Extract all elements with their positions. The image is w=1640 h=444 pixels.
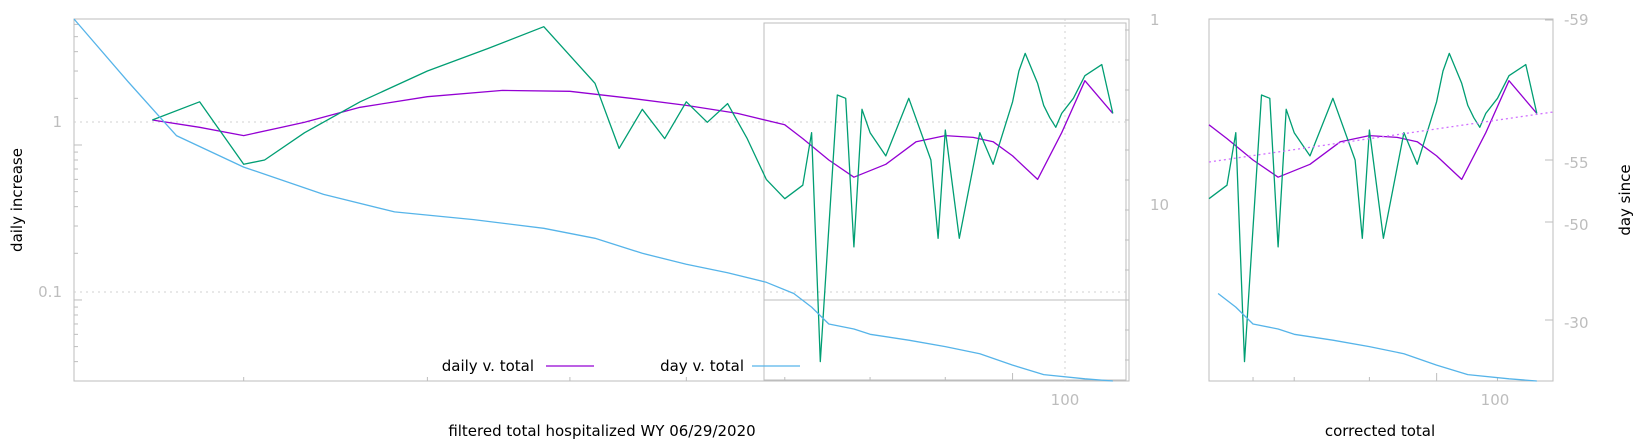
inset-frame (764, 23, 1126, 380)
series-line-daily-v-total (152, 81, 1113, 180)
y-axis-label: daily increase (8, 148, 26, 252)
x-tick-label-100: 100 (1051, 391, 1080, 409)
right-y-axis-label: day since (1616, 164, 1634, 235)
y-tick-label-1: 1 (52, 113, 62, 131)
y-tick-label-0.1: 0.1 (38, 283, 62, 301)
series-lines (74, 19, 1553, 381)
main-plot-frame (74, 19, 1129, 381)
right-line-daily-v-total (1209, 81, 1537, 180)
right-y-tick-label-30: -30 (1564, 314, 1589, 332)
right-y-tick-label-50: -50 (1564, 216, 1589, 234)
right-x-axis-label: corrected total (1325, 422, 1435, 440)
right-line-day-v-total (1218, 294, 1537, 382)
right-y-tick-label-55: -55 (1564, 154, 1589, 172)
right-plot-frame (1209, 19, 1553, 381)
right-y-tick-label-59: -59 (1564, 11, 1589, 29)
x-axis-label: filtered total hospitalized WY 06/29/202… (448, 422, 755, 440)
right-x-tick-label-100: 100 (1481, 391, 1510, 409)
series-line-day-v-total (74, 19, 1113, 381)
legend-label-daily: daily v. total (442, 357, 534, 375)
y2-tick-label-1: 1 (1150, 11, 1160, 29)
legend-label-day: day v. total (660, 357, 744, 375)
right-line-raw-daily (1209, 53, 1537, 361)
series-line-raw-daily (152, 27, 1113, 362)
tick-marks (74, 20, 1553, 381)
y2-tick-label-10: 10 (1150, 196, 1169, 214)
